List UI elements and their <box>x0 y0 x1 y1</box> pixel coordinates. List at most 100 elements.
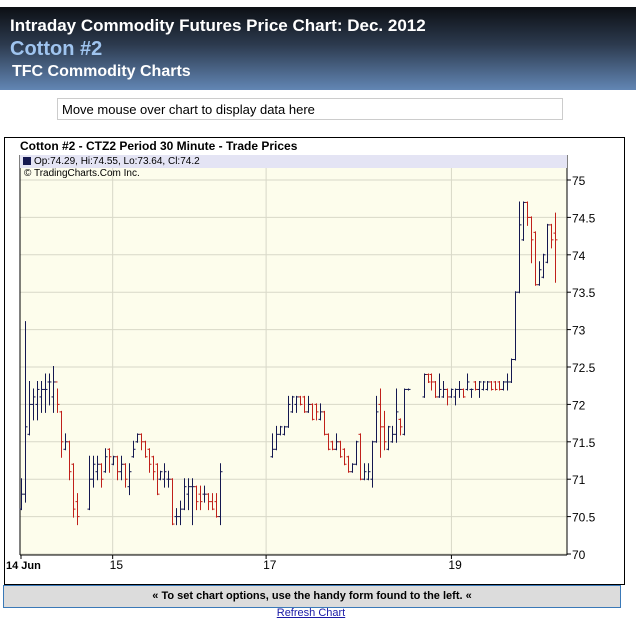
x-tick-label: 19 <box>448 558 462 572</box>
ohlc-bar <box>477 380 482 398</box>
ohlc-bar <box>194 485 199 511</box>
commodity-name: Cotton #2 <box>10 38 103 60</box>
ohlc-bar <box>398 418 403 436</box>
chart-options-note: « To set chart options, use the handy fo… <box>3 585 621 608</box>
ohlc-bar <box>55 381 60 413</box>
ohlc-bar <box>174 508 179 526</box>
plot-area <box>20 155 567 555</box>
ohlc-bar <box>485 380 490 391</box>
y-tick-label: 72.5 <box>572 361 596 375</box>
ohlc-bar <box>151 455 156 481</box>
ohlc-bar <box>206 493 211 511</box>
ohlc-bar <box>501 380 506 391</box>
ohlc-bar <box>358 433 363 481</box>
ohlc-bar <box>43 373 48 413</box>
ohlc-bar <box>147 448 152 473</box>
ohlc-bar <box>529 216 534 264</box>
x-tick-label: 17 <box>263 558 277 572</box>
ohlc-bar <box>162 463 167 488</box>
ohlc-bar <box>23 321 28 503</box>
ohlc-bar <box>67 440 72 481</box>
y-tick-label: 71.5 <box>572 436 596 450</box>
ohlc-bar <box>525 201 530 226</box>
ohlc-bar <box>338 440 343 458</box>
ohlc-bar <box>19 478 24 511</box>
ohlc-bar <box>103 448 108 473</box>
ohlc-bar <box>35 380 40 421</box>
ohlc-bar <box>469 388 474 398</box>
ohlc-bar <box>298 395 303 406</box>
ohlc-bar <box>318 403 323 421</box>
ohlc-bar <box>366 463 371 481</box>
ohlc-bar <box>513 291 518 361</box>
legend-swatch <box>23 157 31 165</box>
page-header: Intraday Commodity Futures Price Chart: … <box>0 7 636 90</box>
ohlc-bar <box>346 455 351 473</box>
price-chart[interactable]: 70 70.5 71 71.5 72 72.5 73 73.5 74 74.5 75 14 Jun 15… <box>0 0 636 585</box>
chart-title: Cotton #2 - CTZ2 Period 30 Minute - Trad… <box>20 139 298 153</box>
ohlc-bar <box>107 448 112 473</box>
refresh-chart-link[interactable]: Refresh Chart <box>276 607 346 619</box>
y-tick-label: 74 <box>572 249 586 263</box>
ohlc-bar <box>27 380 32 436</box>
ohlc-bar <box>131 440 136 458</box>
ohlc-bar <box>342 448 347 466</box>
ohlc-bar <box>47 373 52 406</box>
ohlc-bar <box>437 373 442 398</box>
ohlc-bar <box>402 388 407 436</box>
ohlc-bar <box>75 493 80 526</box>
ohlc-bar <box>119 455 124 481</box>
ohlc-bar <box>218 463 223 526</box>
ohlc-bar <box>71 463 76 518</box>
ohlc-bar <box>549 223 554 249</box>
ohlc-bar <box>214 493 219 518</box>
y-tick-label: 73.5 <box>572 286 596 300</box>
ohlc-bar <box>111 455 116 466</box>
ohlc-bar <box>294 395 299 413</box>
ohlc-bar <box>505 373 510 391</box>
ohlc-bar <box>441 380 446 398</box>
ohlc-bar <box>310 403 315 421</box>
ohlc-bar <box>99 463 104 488</box>
ohlc-bar <box>350 463 355 473</box>
ohlc-bar <box>127 463 132 496</box>
ohlc-bar <box>139 433 144 451</box>
ohlc-bar <box>330 440 335 451</box>
ohlc-bar <box>63 433 68 451</box>
y-tick-label: 72 <box>572 398 586 412</box>
ohlc-bar <box>115 455 120 481</box>
ohlc-bar <box>509 358 514 383</box>
ohlc-bar <box>382 410 387 451</box>
ohlc-bar <box>461 388 466 398</box>
copyright: © TradingCharts.Com Inc. <box>24 168 140 179</box>
ohlc-bar <box>166 470 171 488</box>
ohlc-bar <box>155 463 160 496</box>
ohlc-bar <box>59 410 64 458</box>
ohlc-bar <box>314 403 319 421</box>
ohlc-bar <box>493 380 498 391</box>
ohlc-bar <box>374 395 379 443</box>
ohlc-bar <box>95 455 100 481</box>
ohlc-bar <box>370 440 375 488</box>
data-display-box: Move mouse over chart to display data he… <box>57 98 563 120</box>
ohlc-bar <box>489 380 494 391</box>
ohlc-bar <box>322 410 327 436</box>
ohlc-bar <box>143 440 148 458</box>
ohlc-bar <box>533 231 538 286</box>
ohlc-bar <box>473 380 478 391</box>
ohlc-bar <box>429 373 434 391</box>
ohlc-bar <box>306 395 311 413</box>
ohlc-bar <box>517 201 522 294</box>
ohlc-bar <box>31 388 36 421</box>
ohlc-bar <box>158 470 163 481</box>
ohlc-bar <box>465 373 470 391</box>
ohlc-bar <box>545 223 550 264</box>
ohlc-bar <box>51 366 56 413</box>
y-tick-label: 71 <box>572 473 586 487</box>
ohlc-bar <box>135 433 140 443</box>
ohlc-bar <box>390 425 395 443</box>
ohlc-bar <box>123 463 128 488</box>
ohlc-bar <box>178 500 183 526</box>
y-tick-label: 74.5 <box>572 211 596 225</box>
ohlc-bar <box>202 485 207 503</box>
